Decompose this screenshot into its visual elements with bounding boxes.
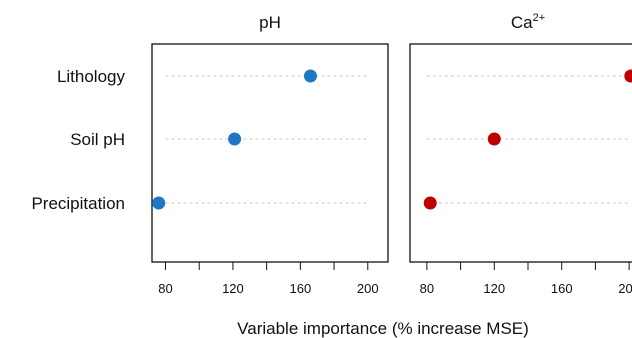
data-point: [487, 132, 501, 146]
x-tick-label: 200: [618, 281, 632, 296]
data-point: [228, 132, 242, 146]
x-tick-label: 160: [289, 281, 311, 296]
x-axis-title: Variable importance (% increase MSE): [237, 319, 529, 338]
panel-title-superscript: 2+: [533, 12, 546, 24]
panel-title: pH: [259, 13, 281, 32]
chart-panel: Ca2+ 80 120 160 200: [409, 12, 632, 296]
panel-title-text: pH: [259, 13, 281, 32]
category-label: Precipitation: [31, 194, 125, 213]
data-point: [152, 196, 166, 210]
category-label: Lithology: [57, 67, 126, 86]
x-tick-label: 80: [420, 281, 434, 296]
x-tick-label: 120: [222, 281, 244, 296]
panel-title: Ca2+: [511, 12, 545, 32]
x-tick-label: 160: [551, 281, 573, 296]
category-labels: Lithology Soil pH Precipitation: [31, 67, 125, 213]
panel-title-text: Ca: [511, 13, 533, 32]
panel-frame: [151, 43, 389, 263]
x-tick-label: 200: [357, 281, 379, 296]
chart-panels: pH 80 120 160 200 Ca2+ 80 120 160 200: [151, 12, 632, 296]
data-point: [624, 69, 632, 83]
data-point: [303, 69, 317, 83]
data-point: [423, 196, 437, 210]
category-label: Soil pH: [70, 130, 125, 149]
panel-frame: [409, 43, 632, 263]
x-tick-label: 120: [483, 281, 505, 296]
x-tick-label: 80: [158, 281, 172, 296]
chart-panel: pH 80 120 160 200: [151, 13, 389, 296]
